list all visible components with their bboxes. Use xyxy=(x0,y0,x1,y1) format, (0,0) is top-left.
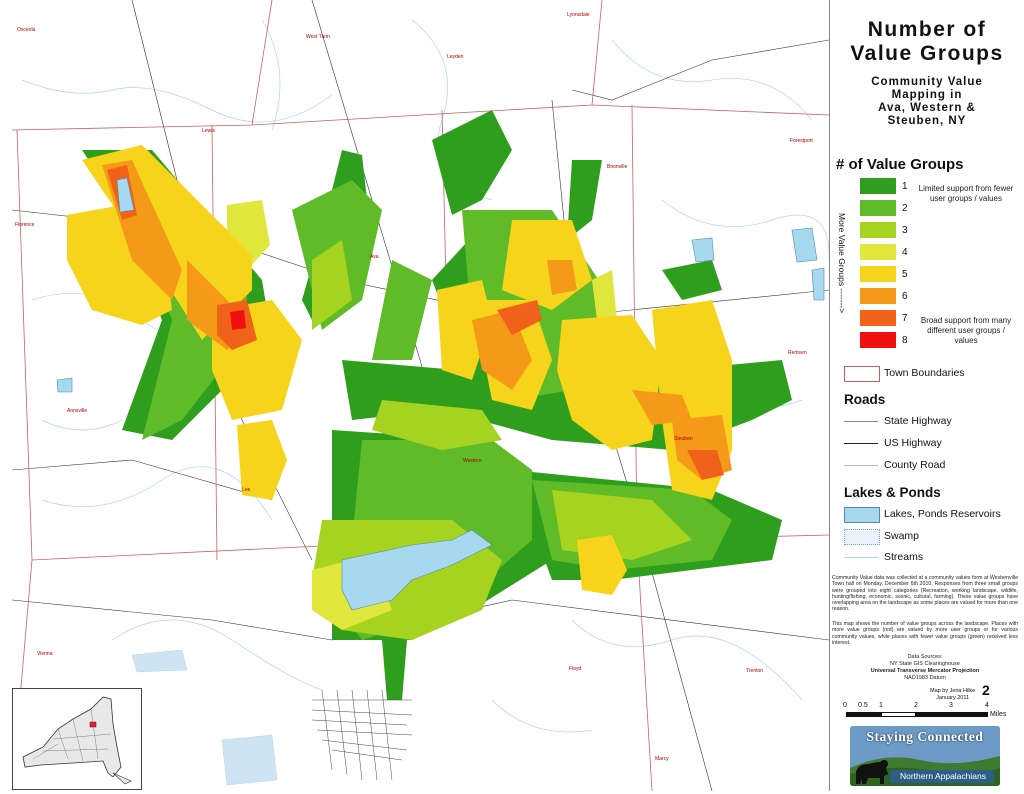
scale-big-number: 2 xyxy=(982,682,990,698)
place-label: Floyd xyxy=(569,666,582,672)
scale-tick: 4 xyxy=(985,702,989,709)
place-label: Lewis xyxy=(202,128,215,134)
note-high-support: Broad support from many different user g… xyxy=(920,316,1012,345)
place-label: Lee xyxy=(242,487,251,493)
swatch-label: 1 xyxy=(902,181,908,192)
place-label: Steuben xyxy=(674,436,693,442)
data-sources: Data Sources: NY State GIS Clearinghouse… xyxy=(870,654,980,681)
value-groups-map[interactable] xyxy=(12,0,829,791)
place-label: Lyonsdale xyxy=(567,12,590,18)
swatch-3 xyxy=(860,222,896,238)
ny-state-inset-map xyxy=(12,688,142,790)
swatch-6 xyxy=(860,288,896,304)
road-label: State Highway xyxy=(884,415,952,427)
place-label: Florence xyxy=(15,222,35,228)
swamps-layer xyxy=(131,649,278,786)
place-label: Ava xyxy=(370,254,379,260)
swatch-5 xyxy=(860,266,896,282)
place-label: Forestport xyxy=(790,138,813,144)
place-label: Osceola xyxy=(17,27,36,33)
lake-swatch xyxy=(844,507,880,523)
place-label: Trenton xyxy=(746,668,764,674)
side-label: More Value Groups -------> xyxy=(837,213,847,314)
scale-tick: 0.5 xyxy=(858,702,868,709)
swatch-2 xyxy=(860,200,896,216)
place-label: West Turin xyxy=(306,34,330,40)
logo-subtitle: Northern Appalachians xyxy=(899,771,986,781)
swamp-swatch xyxy=(844,529,880,545)
value-group-areas[interactable] xyxy=(67,110,792,700)
place-label: Annsville xyxy=(67,408,88,414)
state-highway-swatch xyxy=(844,421,878,422)
place-label: Vienna xyxy=(37,651,53,657)
place-label: Marcy xyxy=(655,756,669,762)
note-low-support: Limited support from fewer user groups /… xyxy=(918,184,1014,203)
town-boundary-label: Town Boundaries xyxy=(884,367,965,379)
water-label: Swamp xyxy=(884,530,920,542)
map-panel[interactable]: Osceola West Turin Leyden Lyonsdale Lewi… xyxy=(12,0,830,791)
scale-tick: 0 xyxy=(843,702,847,709)
scale-tick: 1 xyxy=(879,702,883,709)
swatch-4 xyxy=(860,244,896,260)
lakes-heading: Lakes & Ponds xyxy=(844,485,941,500)
county-road-swatch xyxy=(844,465,878,466)
swatch-label: 3 xyxy=(902,225,908,236)
swatch-label: 7 xyxy=(902,313,908,324)
place-label: Boonville xyxy=(607,164,628,170)
swatch-label: 8 xyxy=(902,335,908,346)
scale-bar xyxy=(846,712,988,720)
scale-tick: 2 xyxy=(914,702,918,709)
streams-layer xyxy=(21,19,829,733)
swatch-label: 2 xyxy=(902,203,908,214)
logo-title: Staying Connected xyxy=(866,729,984,744)
legend-heading: # of Value Groups xyxy=(836,156,964,173)
map-subtitle: Community Value Mapping in Ava, Western … xyxy=(871,76,983,127)
place-label: Leyden xyxy=(447,54,464,60)
roads-heading: Roads xyxy=(844,392,886,407)
water-label: Lakes, Ponds Reservoirs xyxy=(884,508,1001,520)
city-grid xyxy=(311,689,413,781)
stream-swatch xyxy=(844,557,878,558)
swatch-7 xyxy=(860,310,896,326)
description-text: Community Value data was collected at a … xyxy=(832,575,1018,613)
map-credit: Map by Jena Hilke January 2011 xyxy=(930,688,976,701)
water-label: Streams xyxy=(884,551,924,563)
place-label: Remsen xyxy=(788,350,807,356)
swatch-label: 5 xyxy=(902,269,908,280)
scale-unit: Miles xyxy=(990,711,1007,718)
town-boundary-swatch xyxy=(844,366,880,382)
legend-panel: Number of Value Groups Community Value M… xyxy=(830,0,1024,791)
road-label: County Road xyxy=(884,459,946,471)
lakes-layer xyxy=(56,177,825,611)
staying-connected-logo[interactable]: Staying Connected Northern Appalachians xyxy=(850,726,1000,786)
swatch-label: 4 xyxy=(902,247,908,258)
road-label: US Highway xyxy=(884,437,942,449)
scale-tick: 3 xyxy=(949,702,953,709)
swatch-label: 6 xyxy=(902,291,908,302)
swatch-8 xyxy=(860,332,896,348)
map-title: Number of Value Groups xyxy=(850,18,1004,65)
description-text-2: This map shows the number of value group… xyxy=(832,621,1018,646)
swatch-1 xyxy=(860,178,896,194)
us-highway-swatch xyxy=(844,443,878,444)
place-label: Western xyxy=(463,458,482,464)
